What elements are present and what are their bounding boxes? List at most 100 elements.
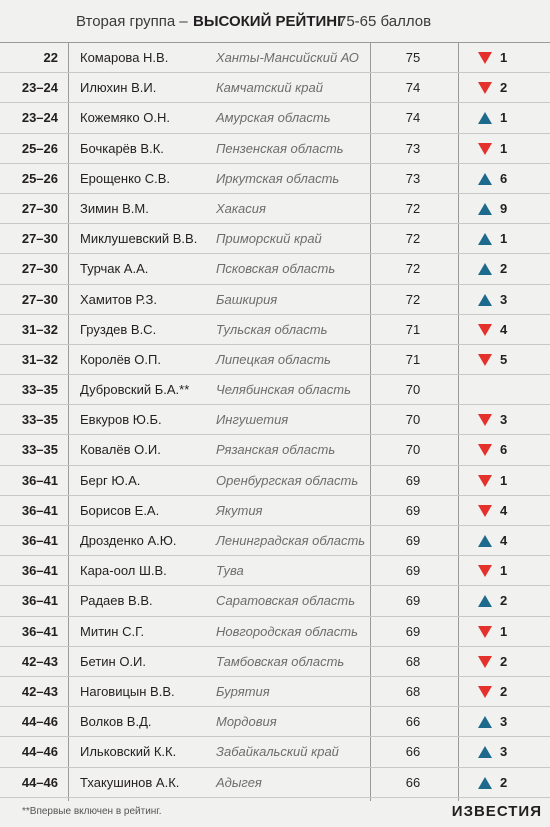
name: Груздев В.С. bbox=[80, 321, 157, 337]
rank: 36–41 bbox=[21, 593, 58, 609]
score: 74 bbox=[405, 110, 421, 126]
trend-arrow bbox=[478, 685, 492, 698]
trend-arrow bbox=[478, 716, 492, 729]
region: Челябинская область bbox=[216, 382, 351, 398]
name: Кара-оол Ш.В. bbox=[80, 563, 167, 579]
table-row: 22 Комарова Н.В. Ханты-Мансийский АО 75 1 bbox=[0, 43, 550, 74]
rank: 33–35 bbox=[21, 412, 58, 428]
arrow-shape bbox=[478, 263, 492, 276]
name: Кожемяко О.Н. bbox=[80, 110, 170, 126]
score: 73 bbox=[405, 170, 421, 186]
name: Бочкарёв В.К. bbox=[80, 140, 164, 156]
table-row: 31–32 Груздев В.С. Тульская область 71 4 bbox=[0, 315, 550, 345]
score: 68 bbox=[405, 683, 421, 699]
arrow-shape bbox=[478, 323, 492, 336]
logo: ИЗВЕСТИЯ bbox=[451, 803, 542, 820]
header-rating: ВЫСОКИЙ РЕЙТИНГ bbox=[193, 13, 346, 30]
change: 4 bbox=[500, 533, 508, 548]
arrow-shape bbox=[478, 655, 492, 668]
table-row: 25–26 Бочкарёв В.К. Пензенская область 73 1 bbox=[0, 134, 550, 164]
trend-arrow bbox=[478, 414, 492, 427]
column-divider bbox=[458, 43, 459, 801]
table-row: 27–30 Зимин В.М. Хакасия 72 9 bbox=[0, 194, 550, 225]
name: Наговицын В.В. bbox=[80, 683, 175, 699]
rank: 25–26 bbox=[21, 140, 58, 156]
region: Якутия bbox=[216, 502, 263, 518]
score: 66 bbox=[405, 714, 421, 730]
trend-arrow bbox=[478, 52, 492, 64]
rank: 23–24 bbox=[21, 80, 58, 96]
rank: 33–35 bbox=[21, 382, 58, 398]
region: Ленинградская область bbox=[216, 533, 366, 548]
table-row: 27–30 Хамитов Р.З. Башкирия 72 3 bbox=[0, 285, 550, 315]
header-range: 75-65 баллов bbox=[338, 13, 432, 30]
change: 9 bbox=[500, 200, 508, 216]
trend-arrow bbox=[478, 535, 492, 547]
rank: 36–41 bbox=[21, 563, 58, 579]
name: Турчак А.А. bbox=[80, 261, 149, 277]
change: 4 bbox=[500, 321, 508, 337]
name: Митин С.Г. bbox=[80, 623, 145, 639]
change: 2 bbox=[500, 80, 508, 96]
name: Дрозденко А.Ю. bbox=[80, 533, 177, 548]
name: Евкуров Ю.Б. bbox=[80, 412, 162, 428]
column-divider bbox=[370, 43, 371, 801]
change: 3 bbox=[500, 412, 508, 428]
region: Башкирия bbox=[216, 291, 278, 307]
rank: 31–32 bbox=[21, 321, 58, 337]
table-row: 36–41 Кара-оол Ш.В. Тува 69 1 bbox=[0, 556, 550, 587]
score: 72 bbox=[405, 231, 421, 247]
table-row: 31–32 Королёв О.П. Липецкая область 71 5 bbox=[0, 345, 550, 376]
score: 68 bbox=[405, 653, 421, 669]
rank: 36–41 bbox=[21, 502, 58, 518]
trend-arrow bbox=[478, 172, 492, 185]
arrow-shape bbox=[478, 142, 492, 155]
arrow-shape bbox=[478, 504, 492, 517]
change: 2 bbox=[500, 774, 508, 790]
trend-arrow bbox=[478, 474, 492, 487]
table-row: 44–46 Волков В.Д. Мордовия 66 3 bbox=[0, 707, 550, 738]
score: 72 bbox=[405, 200, 421, 216]
arrow-shape bbox=[478, 776, 492, 789]
score: 69 bbox=[405, 593, 421, 609]
region: Тульская область bbox=[216, 321, 328, 337]
arrow-shape bbox=[478, 414, 492, 427]
trend-arrow bbox=[478, 595, 492, 608]
rank: 36–41 bbox=[21, 533, 58, 548]
region: Оренбургская область bbox=[216, 472, 359, 488]
table-row: 23–24 Кожемяко О.Н. Амурская область 74 1 bbox=[0, 103, 550, 134]
region: Тува bbox=[216, 563, 244, 579]
arrow-shape bbox=[478, 52, 492, 64]
rank: 27–30 bbox=[21, 291, 58, 307]
region: Амурская область bbox=[216, 110, 331, 126]
rank: 25–26 bbox=[21, 170, 58, 186]
header-group: Вторая группа – bbox=[76, 13, 188, 30]
name: Тхакушинов А.К. bbox=[80, 774, 180, 790]
region: Саратовская область bbox=[216, 593, 356, 609]
trend-arrow bbox=[478, 565, 492, 578]
change: 1 bbox=[500, 110, 508, 126]
table-row: 27–30 Турчак А.А. Псковская область 72 2 bbox=[0, 254, 550, 285]
name: Зимин В.М. bbox=[80, 200, 149, 216]
arrow-shape bbox=[478, 474, 492, 487]
score: 75 bbox=[405, 50, 421, 65]
trend-arrow bbox=[478, 746, 492, 759]
change: 1 bbox=[500, 50, 508, 65]
trend-arrow bbox=[478, 323, 492, 336]
name: Хамитов Р.З. bbox=[80, 291, 157, 307]
region: Бурятия bbox=[216, 683, 270, 699]
trend-arrow bbox=[478, 202, 492, 215]
trend-arrow bbox=[478, 504, 492, 517]
trend-arrow bbox=[478, 655, 492, 668]
arrow-shape bbox=[478, 625, 492, 638]
trend-arrow bbox=[478, 776, 492, 789]
score: 69 bbox=[405, 623, 421, 639]
change: 6 bbox=[500, 170, 508, 186]
change: 2 bbox=[500, 683, 508, 699]
arrow-shape bbox=[478, 233, 492, 246]
rank: 31–32 bbox=[21, 351, 58, 367]
name: Ерощенко С.В. bbox=[80, 170, 171, 186]
rank: 23–24 bbox=[21, 110, 58, 126]
score: 74 bbox=[405, 80, 421, 96]
